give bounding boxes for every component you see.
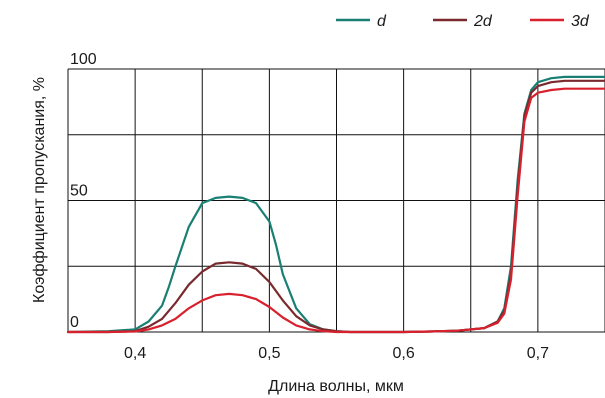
grid [67, 68, 605, 333]
x-tick-label: 0,4 [124, 345, 146, 362]
x-tick-label: 0,5 [258, 345, 280, 362]
series-line-3 [66, 87, 605, 334]
x-tick-label: 0,6 [393, 345, 415, 362]
legend-label: 2d [473, 13, 493, 30]
legend: d 2d 3d [336, 13, 590, 30]
y-tick-label: 100 [70, 51, 97, 68]
series-lines [66, 75, 605, 334]
x-tick-label: 0,7 [527, 345, 549, 362]
tick-labels: 0,4 0,5 0,6 0,7 0 50 100 [70, 51, 549, 362]
y-tick-label: 50 [70, 183, 88, 200]
legend-label: 3d [571, 13, 590, 30]
y-axis-label: Коэффициент пропускания, % [31, 77, 48, 303]
x-axis-label: Длина волны, мкм [268, 378, 404, 395]
y-tick-label: 0 [70, 314, 79, 331]
legend-label: d [377, 13, 387, 30]
